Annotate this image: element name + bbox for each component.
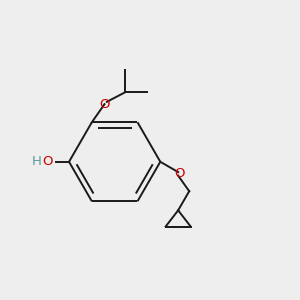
Text: O: O: [99, 98, 110, 111]
Text: O: O: [174, 167, 185, 180]
Text: O: O: [42, 155, 53, 168]
Text: H: H: [32, 155, 42, 168]
